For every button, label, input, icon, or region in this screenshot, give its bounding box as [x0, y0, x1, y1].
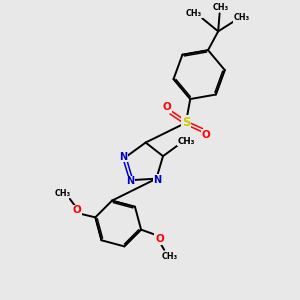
Text: N: N — [154, 175, 162, 185]
Text: N: N — [126, 176, 134, 186]
Text: S: S — [182, 116, 190, 129]
Text: CH₃: CH₃ — [161, 252, 178, 261]
Text: CH₃: CH₃ — [213, 3, 229, 12]
Text: O: O — [155, 234, 164, 244]
Text: O: O — [202, 130, 211, 140]
Text: CH₃: CH₃ — [55, 189, 71, 198]
Text: CH₃: CH₃ — [234, 13, 250, 22]
Text: CH₃: CH₃ — [186, 9, 202, 18]
Text: O: O — [72, 206, 81, 215]
Text: N: N — [119, 152, 128, 162]
Text: CH₃: CH₃ — [177, 136, 195, 146]
Text: O: O — [162, 102, 171, 112]
